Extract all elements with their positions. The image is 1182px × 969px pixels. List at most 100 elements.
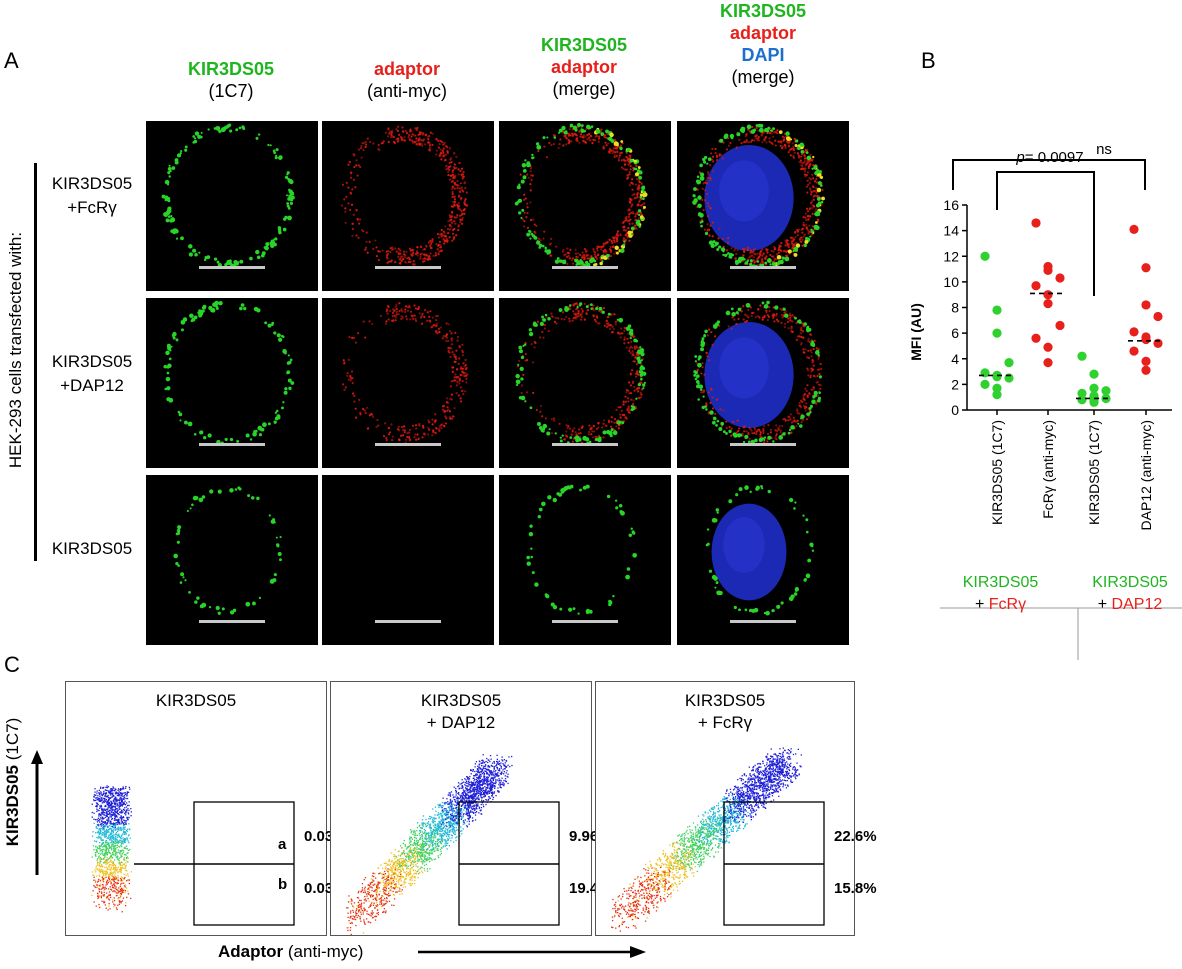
chart-marks <box>979 218 1164 407</box>
data-point <box>1043 357 1053 368</box>
row-label-dap12: KIR3DS05 +DAP12 <box>44 350 140 398</box>
data-point <box>1141 300 1151 310</box>
y-tick-label: 14 <box>943 223 959 239</box>
side-bracket <box>34 163 37 561</box>
micrograph-red <box>322 475 494 645</box>
data-point <box>1089 397 1099 407</box>
gate-tag: b <box>278 876 288 893</box>
y-tick-label: 8 <box>951 300 959 316</box>
micrograph-dapi <box>677 121 849 291</box>
data-point <box>1077 388 1087 398</box>
group-label-line: KIR3DS05 <box>962 574 1039 591</box>
y-axis-rest: (1C7) <box>3 717 22 765</box>
data-point <box>1055 273 1065 283</box>
flow-plot: KIR3DS05 + DAP12 9.96% 19.4% <box>330 681 612 936</box>
data-point <box>992 328 1002 338</box>
column-header-line: DAPI <box>741 45 785 65</box>
column-header-merge-dapi: KIR3DS05 adaptor DAPI (merge) <box>677 0 849 88</box>
group-adaptor: FcRγ <box>988 596 1027 613</box>
y-axis-bold: KIR3DS05 <box>3 764 22 847</box>
micrograph-dapi <box>677 298 849 468</box>
y-tick-label: 10 <box>943 274 959 290</box>
y-tick-label: 12 <box>943 248 959 264</box>
x-tick-label: FcRγ (anti-myc) <box>1040 420 1056 519</box>
column-header-line: KIR3DS05 <box>540 35 628 55</box>
y-axis-arrow <box>31 750 43 875</box>
data-point <box>980 251 990 261</box>
data-point <box>992 372 1002 382</box>
column-header-line: (merge) <box>731 67 795 87</box>
column-header-adaptor: adaptor (anti-myc) <box>322 58 492 102</box>
micrograph-dapi <box>677 475 849 645</box>
flow-title-line: + DAP12 <box>426 713 496 732</box>
data-point <box>992 390 1002 400</box>
flow-title-line: KIR3DS05 <box>420 691 502 710</box>
y-axis-label: MFI (AU) <box>908 303 924 361</box>
data-point <box>1043 299 1053 309</box>
y-tick-label: 16 <box>943 197 959 213</box>
column-header-line: adaptor <box>550 57 617 77</box>
data-point <box>1141 263 1151 273</box>
row-label-line: +FcRγ <box>67 198 117 217</box>
column-header-line: KIR3DS05 <box>187 59 275 79</box>
x-axis-arrow <box>418 946 646 958</box>
flow-title-line: KIR3DS05 <box>155 691 237 710</box>
flow-plot-title: KIR3DS05 + FcRγ <box>596 690 854 734</box>
column-header-line: KIR3DS05 <box>719 1 807 21</box>
data-point <box>992 305 1002 315</box>
micrograph-red <box>322 121 494 291</box>
group-label-fcr: KIR3DS05 + FcRγ <box>938 572 1063 616</box>
data-point <box>1043 342 1053 352</box>
p-value-label: p= 0.0097 <box>1015 149 1083 166</box>
gate-percent-upper: 22.6% <box>834 828 877 845</box>
micrograph-merge <box>499 298 671 468</box>
column-header-line: adaptor <box>729 23 796 43</box>
data-point <box>1031 218 1041 228</box>
data-point <box>1043 265 1053 275</box>
row-label-line: +DAP12 <box>60 376 124 395</box>
data-point <box>1089 369 1099 379</box>
micrograph-green <box>146 121 318 291</box>
row-label-line: KIR3DS05 <box>51 352 133 371</box>
row-label-fcr: KIR3DS05 +FcRγ <box>44 172 140 220</box>
data-point <box>1055 320 1065 331</box>
group-label-dap12: KIR3DS05 + DAP12 <box>1080 572 1180 616</box>
y-tick-label: 4 <box>951 351 959 367</box>
x-tick-labels: KIR3DS05 (1C7) FcRγ (anti-myc) KIR3DS05 (1… <box>989 420 1154 530</box>
data-point <box>1141 365 1151 375</box>
panel-label-a: A <box>4 48 19 73</box>
row-label-line: KIR3DS05 <box>51 539 133 558</box>
flow-title-line: + FcRγ <box>697 713 753 732</box>
group-label-line: KIR3DS05 <box>1092 574 1168 591</box>
column-header-kir: KIR3DS05 (1C7) <box>146 58 316 102</box>
column-header-line: (merge) <box>552 79 616 99</box>
mfi-scatter-chart: ns p= 0.0097 0 2 4 6 8 10 12 14 16 MFI (AU) KIR3… <box>908 141 1182 660</box>
data-point <box>1077 395 1087 405</box>
data-point <box>1153 311 1163 322</box>
column-header-merge: KIR3DS05 adaptor (merge) <box>499 34 669 100</box>
data-point <box>1129 224 1139 234</box>
flow-plot-title: KIR3DS05 <box>66 690 326 712</box>
data-point <box>1141 334 1151 345</box>
x-tick-label: KIR3DS05 (1C7) <box>989 420 1005 525</box>
column-header-line: (1C7) <box>208 81 254 101</box>
ns-label: ns <box>1096 141 1112 158</box>
data-point <box>1089 383 1099 393</box>
gate-percent-lower: 15.8% <box>834 880 877 897</box>
gate-tag: a <box>278 836 287 853</box>
micrograph-merge <box>499 475 671 645</box>
column-header-line: adaptor <box>373 59 440 79</box>
flow-plot: KIR3DS05 + FcRγ 22.6% 15.8% <box>595 681 877 936</box>
data-point <box>992 383 1002 393</box>
group-plus: + <box>1097 596 1112 613</box>
data-point <box>1077 351 1087 361</box>
y-tick-label: 2 <box>951 376 959 392</box>
data-point <box>1043 290 1053 300</box>
p-value: = 0.0097 <box>1025 149 1084 166</box>
data-point <box>1031 333 1041 343</box>
row-label-line: KIR3DS05 <box>51 174 133 193</box>
group-adaptor: DAP12 <box>1111 596 1163 613</box>
data-point <box>1101 386 1111 396</box>
data-point <box>980 379 990 389</box>
column-header-line: (anti-myc) <box>367 81 447 101</box>
